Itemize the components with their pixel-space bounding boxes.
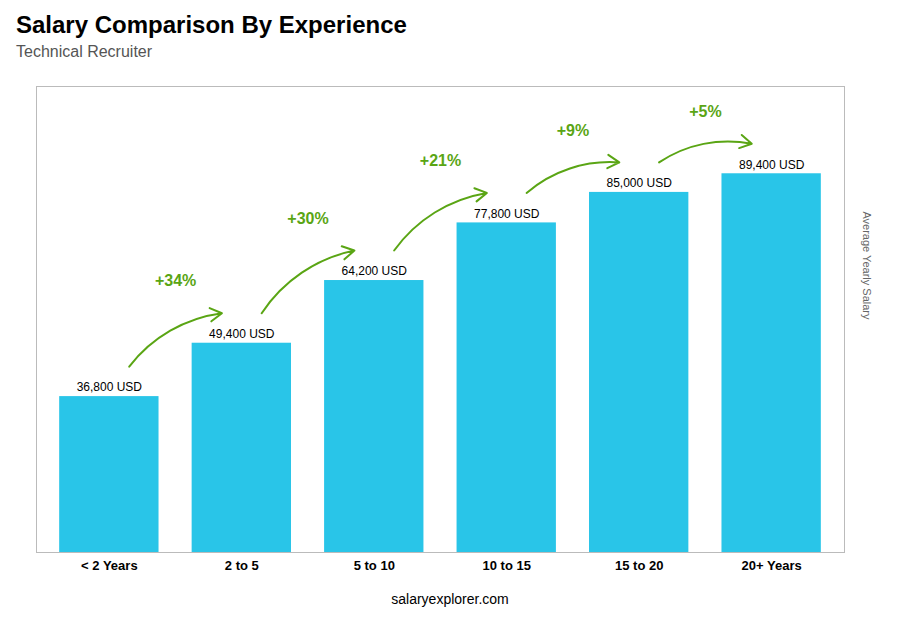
html-text:salaryexplorer.com: salaryexplorer.com [391,591,509,607]
svg-text:+5%: +5% [689,103,721,120]
svg-text:36,800 USD: 36,800 USD [77,380,143,394]
svg-text:+34%: +34% [155,272,196,289]
svg-text:20+ Years: 20+ Years [742,558,802,573]
svg-text:77,800 USD: 77,800 USD [474,207,540,221]
svg-text:< 2 Years: < 2 Years [81,558,138,573]
svg-text:10 to 15: 10 to 15 [483,558,531,573]
svg-text:15 to 20: 15 to 20 [615,558,663,573]
svg-text:+30%: +30% [287,210,328,227]
svg-text:+21%: +21% [420,152,461,169]
svg-text:64,200 USD: 64,200 USD [342,264,408,278]
svg-text:2 to 5: 2 to 5 [225,558,259,573]
svg-text:+9%: +9% [557,122,589,139]
svg-text:49,400 USD: 49,400 USD [209,327,275,341]
svg-text:Average Yearly Salary: Average Yearly Salary [861,211,873,320]
svg-text:89,400 USD: 89,400 USD [739,158,805,172]
html-text:Technical Recruiter: Technical Recruiter [16,43,153,60]
svg-text:5 to 10: 5 to 10 [354,558,395,573]
html-text:Salary Comparison By Experienc: Salary Comparison By Experience [16,11,407,38]
svg-text:85,000 USD: 85,000 USD [607,176,673,190]
